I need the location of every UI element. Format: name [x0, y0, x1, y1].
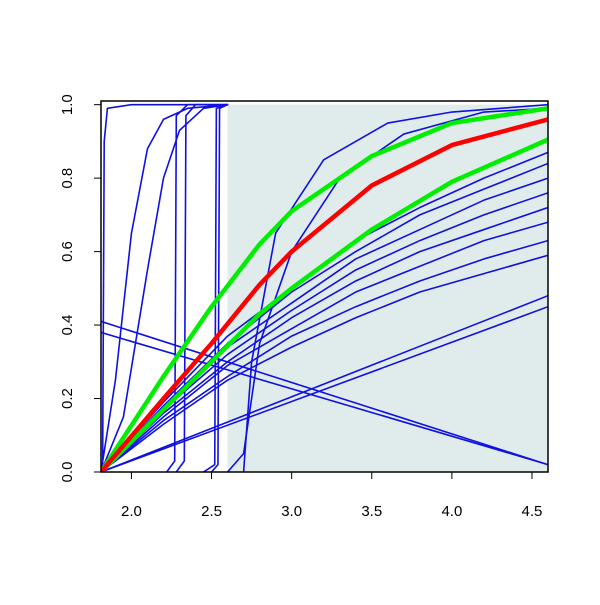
y-tick-label: 0.2: [59, 388, 76, 409]
line-series: [101, 294, 548, 472]
line-series: [101, 305, 548, 472]
x-tick-label: 4.0: [441, 503, 462, 520]
shaded-region: [227, 104, 548, 472]
line-series: [101, 103, 229, 472]
line-series: [101, 331, 548, 466]
y-tick-label: 0.4: [59, 315, 76, 336]
y-tick-label: 1.0: [59, 94, 76, 115]
line-series: [101, 103, 229, 472]
line-series: [101, 117, 548, 472]
y-tick-label: 0.8: [59, 168, 76, 189]
line-series: [175, 103, 229, 472]
y-tick-label: 0.6: [59, 241, 76, 262]
x-tick-label: 2.5: [201, 503, 222, 520]
x-tick-label: 4.5: [522, 503, 543, 520]
x-tick-label: 2.0: [121, 503, 142, 520]
y-tick-label: 0.0: [59, 462, 76, 483]
line-series: [101, 320, 548, 466]
x-tick-label: 3.5: [361, 503, 382, 520]
plot-area: [101, 103, 548, 472]
line-series: [101, 106, 548, 472]
plot-frame: [100, 100, 549, 473]
x-tick-label: 3.0: [281, 503, 302, 520]
line-series: [242, 103, 548, 472]
line-series: [101, 103, 229, 472]
line-series: [101, 137, 548, 472]
line-series: [210, 103, 229, 472]
